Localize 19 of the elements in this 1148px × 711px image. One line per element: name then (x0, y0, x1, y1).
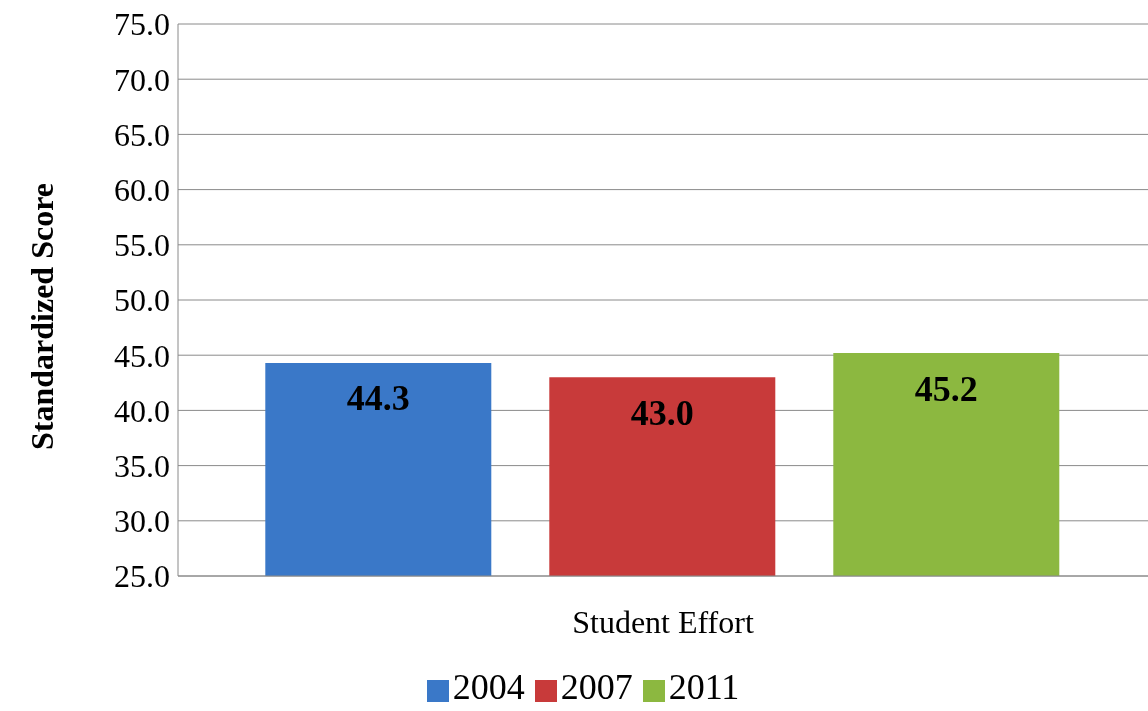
y-tick-label: 35.0 (114, 447, 170, 484)
legend-label: 2004 (452, 667, 525, 707)
y-axis-title: Standardized Score (24, 183, 61, 450)
legend-label: 2007 (560, 667, 633, 707)
y-tick-label: 75.0 (114, 6, 170, 43)
data-label: 44.3 (346, 378, 410, 419)
y-tick-label: 60.0 (114, 171, 170, 208)
y-tick-label: 25.0 (114, 558, 170, 595)
y-tick-label: 40.0 (114, 392, 170, 429)
y-tick-label: 55.0 (114, 227, 170, 264)
x-tick-label: Student Effort (572, 603, 754, 640)
y-tick-label: 45.0 (114, 337, 170, 374)
y-tick-label: 50.0 (114, 282, 170, 319)
y-tick-label: 70.0 (114, 61, 170, 98)
data-label: 45.2 (914, 368, 978, 409)
y-tick-label: 65.0 (114, 116, 170, 153)
legend-label: 2011 (668, 667, 740, 707)
y-tick-label: 30.0 (114, 503, 170, 540)
data-label: 43.0 (630, 392, 694, 433)
